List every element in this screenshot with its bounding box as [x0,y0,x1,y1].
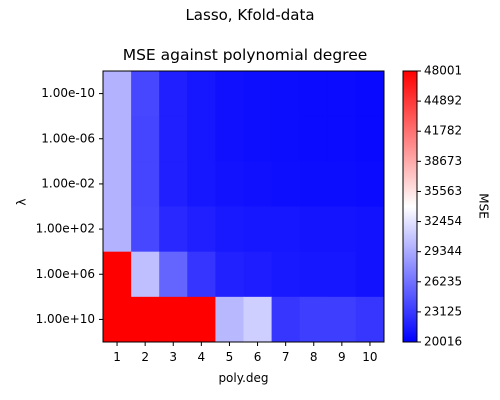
x-tick-label: 3 [169,350,177,364]
heatmap-cell [215,206,244,253]
heatmap-cell [243,71,272,117]
heatmap-cell [327,296,357,343]
heatmap-cell [215,251,244,298]
colorbar [402,70,418,343]
heatmap-cell [159,206,188,253]
heatmap-cell [299,251,329,298]
heatmap-cell [243,161,272,207]
heatmap-cell [327,251,357,298]
heatmap-cell [131,296,160,343]
colorbar-tick-label: 48001 [424,64,462,78]
x-tick-label: 6 [254,350,262,364]
x-axis-label: poly.deg [218,371,268,385]
heatmap-cell [327,71,357,117]
heatmap-cell [159,116,188,162]
colorbar-tick-label: 26235 [424,274,462,288]
heatmap-cell [159,251,188,298]
heatmap-cell [131,161,160,207]
heatmap-cell [271,296,301,343]
heatmap-cell [355,71,385,117]
heatmap-cell [187,116,216,162]
heatmap-cells [103,71,385,343]
heatmap-cell [103,251,132,298]
heatmap-cell [299,206,329,253]
colorbar-label: MSE [477,193,491,219]
x-tick-label: 7 [282,350,290,364]
heatmap-cell [299,116,329,162]
chart-title: MSE against polynomial degree [122,46,368,64]
heatmap-cell [299,161,329,207]
heatmap-cell [355,161,385,207]
x-tick-label: 5 [226,350,234,364]
heatmap-cell [131,206,160,253]
colorbar-tick-label: 20016 [424,335,462,349]
heatmap-cell [159,296,188,343]
heatmap-cell [299,71,329,117]
heatmap-cell [103,71,132,117]
y-tick-label: 1.00e-06 [41,131,95,145]
heatmap-cell [271,206,301,253]
heatmap-cell [215,296,244,343]
colorbar-tick-label: 38673 [424,154,462,168]
heatmap-cell [243,251,272,298]
heatmap-cell [103,116,132,162]
heatmap-cell [159,161,188,207]
y-tick-label: 1.00e+10 [36,312,95,326]
heatmap-cell [159,71,188,117]
heatmap-cell [355,296,385,343]
figure-suptitle: Lasso, Kfold-data [185,6,315,24]
heatmap-cell [355,251,385,298]
heatmap-cell [271,116,301,162]
colorbar-tick-label: 29344 [424,244,462,258]
heatmap-cell [271,251,301,298]
heatmap-cell [215,71,244,117]
heatmap-cell [103,161,132,207]
heatmap-cell [131,251,160,298]
heatmap-cell [271,71,301,117]
x-axis: 1 2 3 4 5 6 7 8 9 10 [113,342,378,364]
colorbar-tick-label: 44892 [424,94,462,108]
heatmap-cell [103,206,132,253]
heatmap-cell [187,71,216,117]
y-tick-label: 1.00e+02 [36,222,95,236]
colorbar-tick-label: 32454 [424,214,462,228]
colorbar-tick-label: 41782 [424,124,462,138]
heatmap-cell [355,116,385,162]
heatmap-cell [327,116,357,162]
plot-frame [102,70,385,343]
heatmap-cell [299,296,329,343]
heatmap-cell [215,161,244,207]
heatmap-cell [103,296,132,343]
x-tick-label: 4 [198,350,206,364]
y-tick-label: 1.00e-02 [41,176,95,190]
heatmap-cell [215,116,244,162]
heatmap-cell [243,116,272,162]
heatmap-cell [327,161,357,207]
heatmap-cell [355,206,385,253]
x-tick-label: 9 [338,350,346,364]
heatmap-cell [187,251,216,298]
x-tick-label: 10 [362,350,377,364]
heatmap-cell [187,206,216,253]
heatmap-cell [187,161,216,207]
colorbar-tick-label: 35563 [424,184,462,198]
heatmap-cell [131,71,160,117]
y-tick-label: 1.00e-10 [41,86,95,100]
colorbar-ticks: 48001 44892 41782 38673 35563 32454 29344 26235… [417,64,462,349]
heatmap-cell [243,296,272,343]
y-tick-label: 1.00e+06 [36,267,95,281]
heatmap-cell [327,206,357,253]
y-axis-label: λ [15,198,29,205]
x-tick-label: 8 [310,350,318,364]
x-tick-label: 2 [141,350,149,364]
colorbar-tick-label: 23125 [424,304,462,318]
heatmap-cell [187,296,216,343]
heatmap-cell [271,161,301,207]
heatmap-cell [243,206,272,253]
x-tick-label: 1 [113,350,121,364]
heatmap-cell [131,116,160,162]
y-axis: 1.00e-10 1.00e-06 1.00e-02 1.00e+02 1.00e+06… [36,86,103,326]
